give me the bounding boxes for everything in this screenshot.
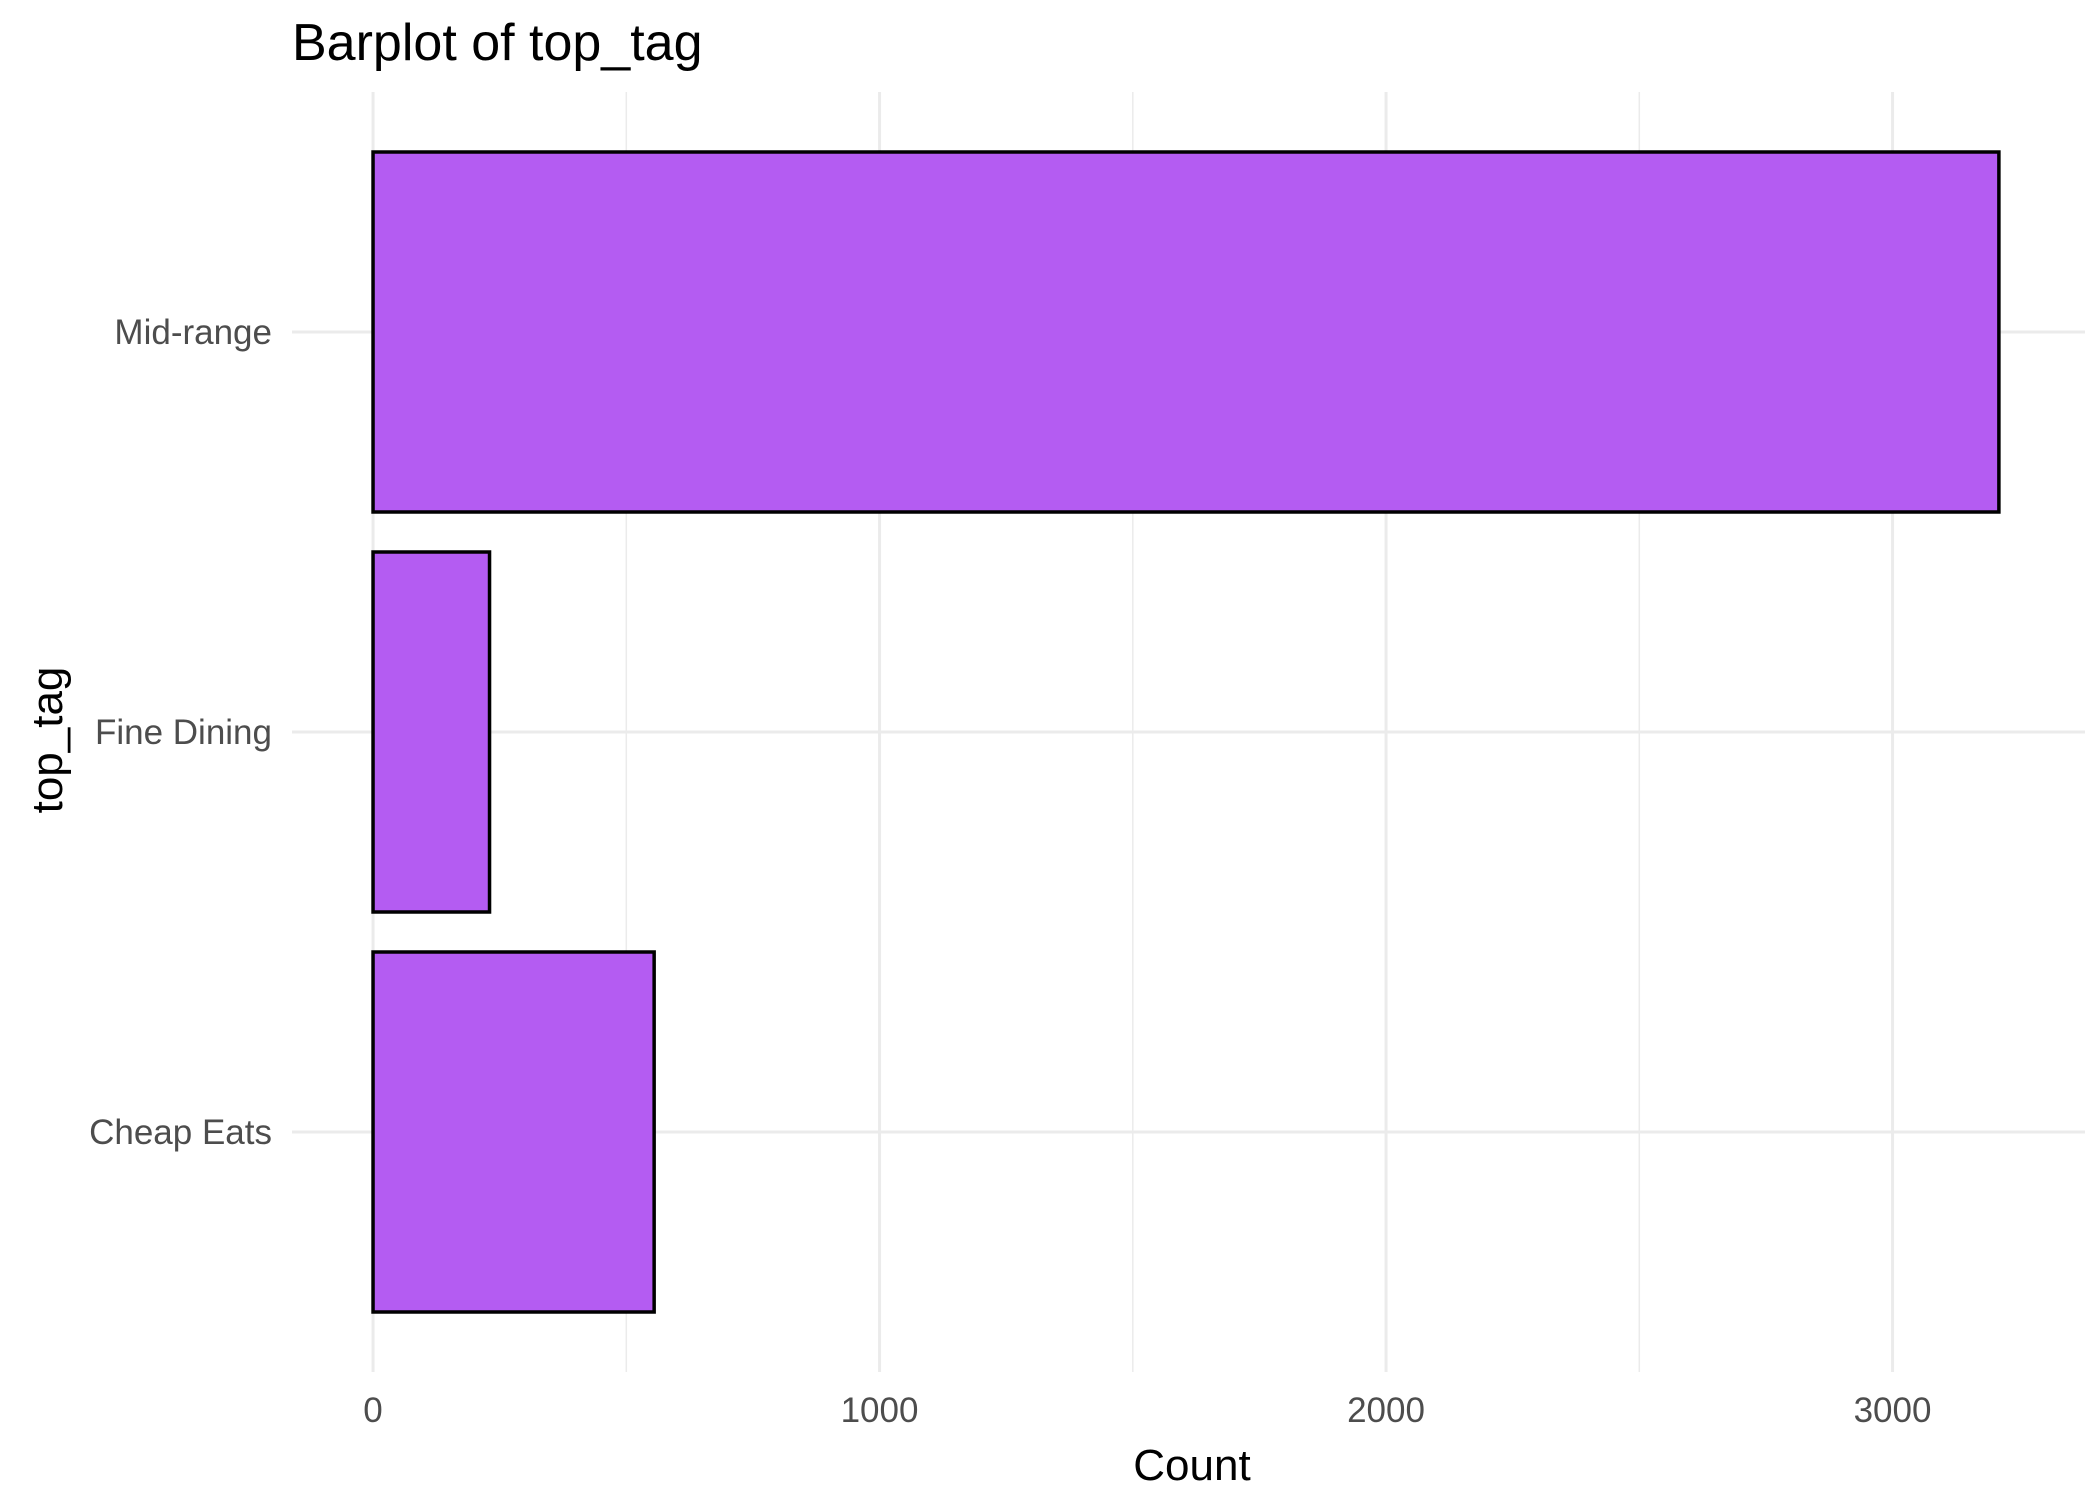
chart-title: Barplot of top_tag xyxy=(292,14,703,72)
x-tick-label: 2000 xyxy=(1347,1391,1425,1430)
ticks-layer: Cheap Eats Fine Dining Mid-range 0 1000 2000 3… xyxy=(89,313,1931,1430)
x-axis-title: Count xyxy=(1133,1441,1250,1490)
x-tick-label: 3000 xyxy=(1854,1391,1932,1430)
y-tick-label: Cheap Eats xyxy=(89,1113,272,1152)
y-tick-label: Mid-range xyxy=(114,313,272,352)
bar-cheap-eats xyxy=(371,950,656,1314)
y-tick-label: Fine Dining xyxy=(95,713,272,752)
y-axis-title: top_tag xyxy=(23,667,72,814)
bar-fine-dining xyxy=(371,550,492,914)
bar-mid-range xyxy=(371,150,2001,514)
x-tick-label: 1000 xyxy=(841,1391,919,1430)
x-tick-label: 0 xyxy=(363,1391,382,1430)
bars-layer xyxy=(371,150,2001,1314)
